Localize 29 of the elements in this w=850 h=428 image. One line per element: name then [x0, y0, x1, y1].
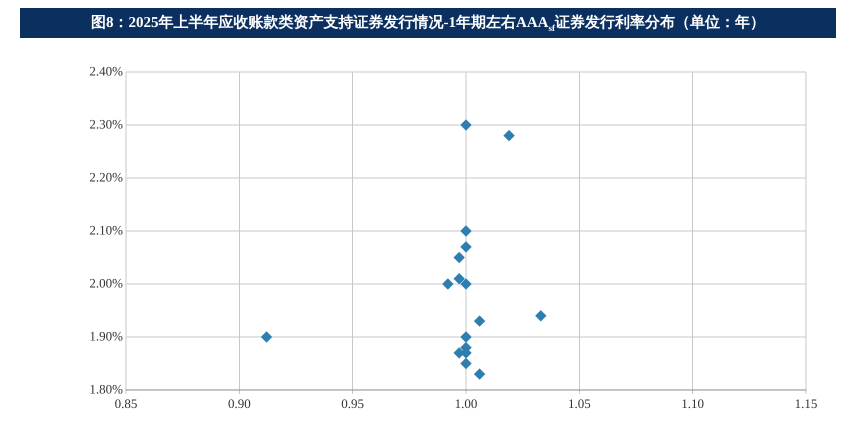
x-tick-label: 1.05 [568, 396, 591, 412]
point [460, 226, 472, 236]
point [460, 241, 472, 252]
point [454, 273, 465, 284]
point [504, 130, 515, 142]
point [460, 332, 472, 342]
x-tick-label: 0.85 [114, 396, 138, 412]
y-tick-label: 2.30% [89, 116, 124, 132]
x-tick-label: 1.10 [681, 396, 704, 412]
point [474, 316, 486, 327]
y-tick-label: 2.40% [89, 63, 124, 78]
y-tick-label: 2.00% [89, 275, 124, 290]
y-tick-label: 1.80% [89, 381, 124, 396]
point [474, 368, 486, 380]
point [261, 332, 272, 342]
chart-title: 图8：2025年上半年应收账款类资产支持证券发行情况-1年期左右AAA$_{sf}$证券发行利率分布（单位：年） [20, 8, 836, 38]
point [535, 310, 546, 322]
point [460, 278, 472, 290]
x-tick-label: 0.90 [228, 396, 251, 412]
y-tick-label: 2.10% [89, 222, 124, 238]
x-tick-label: 1.15 [794, 396, 818, 412]
point [460, 120, 472, 130]
point [454, 252, 465, 263]
point [442, 278, 454, 290]
x-tick-label: 1.00 [454, 396, 478, 412]
y-tick-label: 2.20% [89, 169, 124, 184]
y-tick-label: 1.90% [89, 328, 124, 344]
point [460, 358, 472, 369]
x-tick-label: 0.95 [341, 396, 364, 412]
